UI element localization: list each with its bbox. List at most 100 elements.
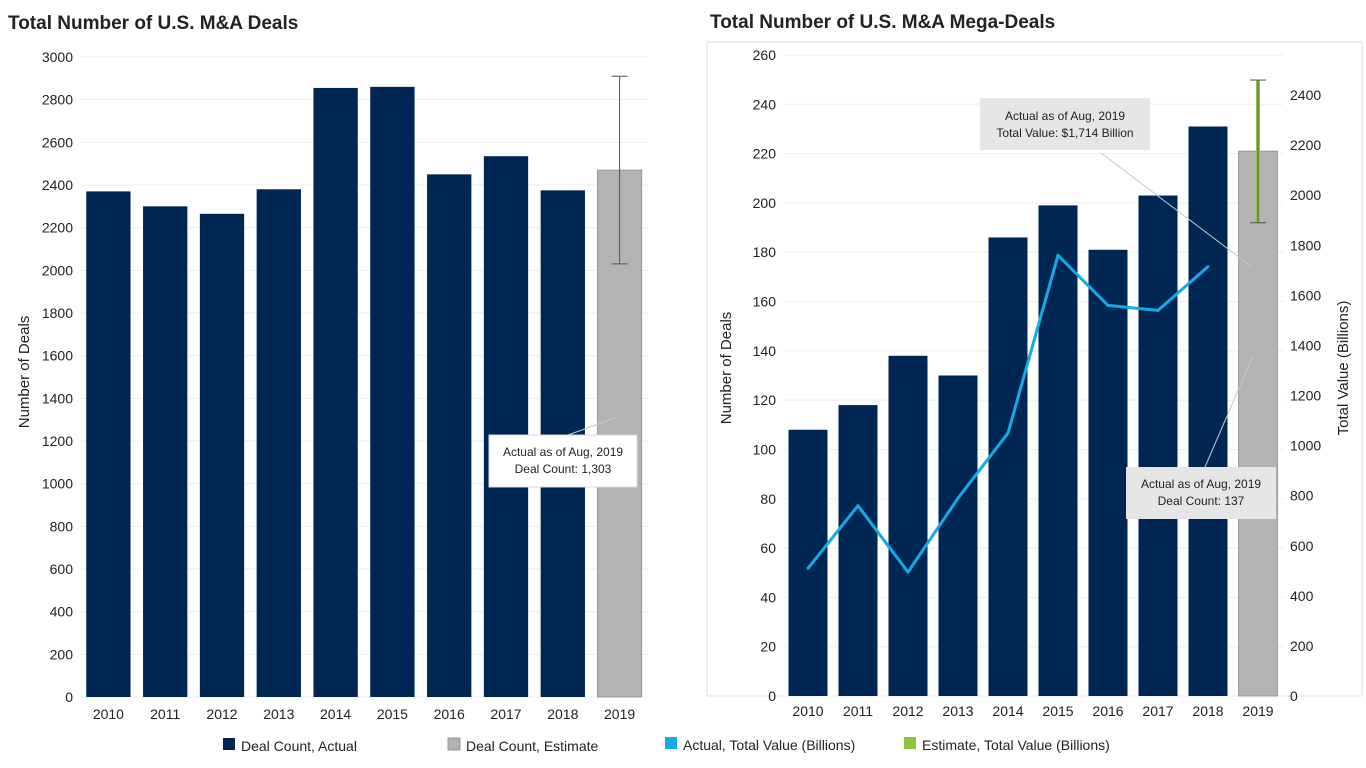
c2-y-tick-label: 200	[753, 195, 777, 211]
c2-bar-2014-actual	[988, 237, 1028, 696]
value-annotation-leader	[1100, 152, 1253, 268]
mega-deals-y-ticks: 0 20 40 60 80 100 120 140 160 180 200 220 240 260	[753, 47, 777, 704]
c1-y-tick-label: 2800	[42, 92, 73, 108]
c2-bar-2016-actual	[1088, 249, 1128, 696]
c2-x-tick-label-2013: 2013	[942, 703, 973, 719]
count-annotation-leader	[1204, 357, 1253, 468]
c1-y-tick-label: 1200	[42, 433, 73, 449]
c2-y-tick-label: 180	[753, 244, 777, 260]
c2-y-tick-label: 160	[753, 294, 777, 310]
c2-y-tick-label: 80	[760, 491, 776, 507]
legend-label-actual: Deal Count, Actual	[241, 738, 357, 754]
legend-swatch-estimate	[447, 737, 461, 751]
c1-y-tick-label: 3000	[42, 49, 73, 65]
c2-y-tick-label: 140	[753, 343, 777, 359]
c1-x-tick-label-2014: 2014	[320, 706, 351, 722]
value-point-2017	[1156, 308, 1160, 312]
legend-swatch-estimate-value	[904, 737, 916, 749]
c2-y2-tick-label: 2200	[1290, 137, 1321, 153]
c1-y-tick-label: 0	[65, 689, 73, 705]
c1-x-tick-label-2012: 2012	[206, 706, 237, 722]
count-annotation-line-1: Actual as of Aug, 2019	[1141, 477, 1261, 491]
c1-x-tick-label-2011: 2011	[150, 706, 180, 722]
deals-annotation-line-1: Actual as of Aug, 2019	[503, 445, 623, 459]
deals-chart-error-bar	[611, 75, 628, 265]
c1-y-tick-label: 400	[50, 604, 74, 620]
c1-bar-2012-actual	[199, 213, 245, 698]
deals-chart-x-ticks: 2010 2011 2012 2013 2014 2015 2016 2017 2018 2019	[93, 706, 636, 722]
value-point-2016	[1106, 303, 1110, 307]
c2-bar-2013-actual	[938, 375, 978, 696]
value-point-2010	[806, 566, 810, 570]
c1-y-tick-label: 2600	[42, 134, 73, 150]
value-annotation-line-2: Total Value: $1,714 Billion	[996, 126, 1133, 140]
c2-y2-tick-label: 600	[1290, 538, 1314, 554]
c2-y2-tick-label: 1200	[1290, 388, 1321, 404]
mega-deals-chart: Total Number of U.S. M&A Mega-Deals Numb…	[706, 12, 1363, 719]
deals-chart-title: Total Number of U.S. M&A Deals	[8, 13, 298, 34]
c2-y-tick-label: 100	[753, 441, 777, 457]
c2-x-tick-label-2017: 2017	[1142, 703, 1173, 719]
c1-bar-2017-actual	[483, 156, 529, 697]
value-point-2018	[1206, 265, 1210, 269]
c2-y-tick-label: 240	[753, 96, 777, 112]
c1-y-tick-label: 200	[50, 646, 74, 662]
legend-label-actual-value: Actual, Total Value (Billions)	[683, 737, 855, 753]
c2-bar-2012-actual	[888, 355, 928, 696]
deals-chart-annotation: Actual as of Aug, 2019 Deal Count: 1,303	[488, 417, 638, 488]
c1-y-tick-label: 800	[50, 518, 74, 534]
legend-swatch-actual-value	[665, 737, 677, 749]
c2-x-tick-label-2010: 2010	[792, 703, 823, 719]
c2-bar-2011-actual	[838, 405, 878, 696]
c2-bar-2019-estimate	[1238, 150, 1278, 697]
c1-y-tick-label: 1000	[42, 476, 73, 492]
c1-x-tick-label-2013: 2013	[263, 706, 294, 722]
c1-bar-2013-actual	[256, 189, 301, 697]
legend-item-deal-count-estimate: Deal Count, Estimate	[447, 737, 598, 754]
c1-x-tick-label-2016: 2016	[434, 706, 465, 722]
c2-x-tick-label-2018: 2018	[1192, 703, 1223, 719]
c1-bar-2011-actual	[143, 206, 188, 698]
c2-y-tick-label: 220	[753, 146, 777, 162]
deals-annotation-box	[488, 434, 638, 488]
c2-bar-2017-actual	[1138, 195, 1178, 696]
count-annotation-line-2: Deal Count: 137	[1158, 494, 1245, 508]
c2-y-tick-label: 260	[753, 47, 777, 63]
mega-deals-count-annotation: Actual as of Aug, 2019 Deal Count: 137	[1126, 357, 1276, 519]
mega-deals-value-annotation: Actual as of Aug, 2019 Total Value: $1,7…	[980, 98, 1253, 268]
value-point-2013	[956, 496, 960, 500]
c1-y-tick-label: 2400	[42, 177, 73, 193]
c2-y-tick-label: 40	[760, 589, 776, 605]
c1-y-tick-label: 1800	[42, 305, 73, 321]
value-annotation-line-1: Actual as of Aug, 2019	[1005, 109, 1125, 123]
c1-x-tick-label-2017: 2017	[490, 706, 521, 722]
legend-swatch-actual	[223, 738, 235, 750]
c2-y2-tick-label: 2400	[1290, 87, 1321, 103]
c2-y2-tick-label: 200	[1290, 638, 1314, 654]
legend: Deal Count, Actual Deal Count, Estimate …	[223, 737, 1110, 754]
c2-y-tick-label: 20	[760, 639, 776, 655]
c1-y-tick-label: 600	[50, 561, 74, 577]
mega-deals-y2-axis-label: Total Value (Billions)	[1335, 301, 1352, 436]
value-annotation-box	[980, 98, 1150, 150]
deals-chart-bars	[86, 86, 643, 698]
c1-bar-2014-actual	[313, 87, 358, 697]
mega-deals-y-axis-label: Number of Deals	[718, 312, 735, 425]
c2-x-tick-label-2019: 2019	[1242, 703, 1273, 719]
c2-y-tick-label: 60	[760, 540, 776, 556]
value-point-2011	[856, 504, 860, 508]
c2-y-tick-label: 120	[753, 392, 777, 408]
c1-x-tick-label-2015: 2015	[377, 706, 408, 722]
c1-x-tick-label-2010: 2010	[93, 706, 124, 722]
c1-bar-2016-actual	[427, 174, 472, 698]
c2-y2-tick-label: 1600	[1290, 287, 1321, 303]
legend-item-estimate-total-value: Estimate, Total Value (Billions)	[904, 737, 1110, 753]
c1-y-tick-label: 2200	[42, 220, 73, 236]
mega-deals-bars	[788, 126, 1278, 697]
c2-y2-tick-label: 1400	[1290, 337, 1321, 353]
mega-deals-error-bar	[1250, 79, 1266, 224]
value-point-2014	[1006, 431, 1010, 435]
c2-x-tick-label-2014: 2014	[992, 703, 1023, 719]
c2-y2-tick-label: 0	[1290, 688, 1298, 704]
